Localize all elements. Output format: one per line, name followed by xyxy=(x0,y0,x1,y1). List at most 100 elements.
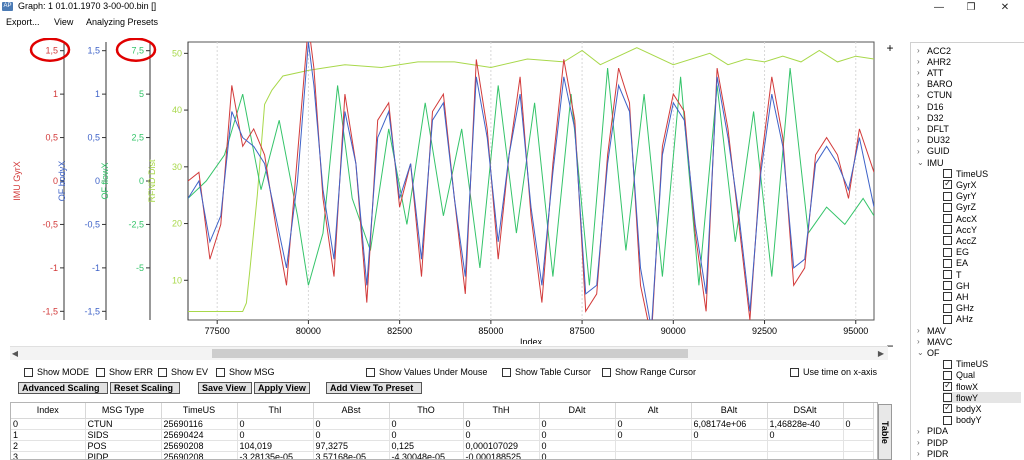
field-checkbox[interactable] xyxy=(943,202,952,212)
chevron-right-icon[interactable]: › xyxy=(917,113,920,123)
table-cell[interactable]: 97,3275 xyxy=(313,440,390,452)
tree-group-d32[interactable]: › D32 xyxy=(917,112,944,123)
table-row[interactable]: 3 PIDP 25690208 -3,28135e-05 3,57168e-05 -4,3… xyxy=(11,451,874,459)
table-cell[interactable]: 25690208 xyxy=(161,451,238,459)
tree-field-ah[interactable]: AH xyxy=(943,291,1021,302)
show-range-cursor-option[interactable]: Show Range Cursor xyxy=(602,366,696,378)
table-cell[interactable]: -0,000188525 xyxy=(463,451,540,459)
field-checkbox[interactable] xyxy=(943,247,952,257)
tree-field-gyrz[interactable]: GyrZ xyxy=(943,202,1021,213)
tree-field-t[interactable]: T xyxy=(943,269,1021,280)
table-cell[interactable]: 0 xyxy=(615,429,692,441)
column-header[interactable]: ThI xyxy=(237,403,314,419)
field-checkbox[interactable] xyxy=(943,415,952,425)
show-err-checkbox[interactable] xyxy=(96,367,105,377)
scrollbar-thumb[interactable] xyxy=(212,349,688,358)
chevron-down-icon[interactable]: ⌄ xyxy=(917,348,924,358)
field-checkbox[interactable] xyxy=(943,281,952,291)
minimize-button[interactable]: — xyxy=(924,0,954,14)
tree-group-dflt[interactable]: › DFLT xyxy=(917,123,949,134)
table-cell[interactable] xyxy=(691,451,768,459)
tree-field-accz[interactable]: AccZ xyxy=(943,235,1021,246)
table-cell[interactable]: 1,46828e-40 xyxy=(767,418,844,430)
chevron-right-icon[interactable]: › xyxy=(917,337,920,347)
tree-group-acc2[interactable]: › ACC2 xyxy=(917,45,951,56)
table-row[interactable]: 1 SIDS 25690424 0 0 0 0 0 0 0 0 xyxy=(11,429,874,441)
table-cell[interactable] xyxy=(615,440,692,452)
tree-group-mav[interactable]: › MAV xyxy=(917,325,946,336)
field-checkbox[interactable] xyxy=(943,402,952,414)
table-cell[interactable]: 0,000107029 xyxy=(463,440,540,452)
scroll-right-icon[interactable]: ▶ xyxy=(877,349,885,358)
table-cell[interactable] xyxy=(843,429,874,441)
table-cell[interactable]: 104,019 xyxy=(237,440,314,452)
table-cell[interactable]: POS xyxy=(85,440,162,452)
chevron-right-icon[interactable]: › xyxy=(917,449,920,459)
table-cell[interactable]: 0 xyxy=(615,418,692,430)
chevron-right-icon[interactable]: › xyxy=(917,79,920,89)
field-checkbox[interactable] xyxy=(943,236,952,246)
table-cell[interactable]: 25690208 xyxy=(161,440,238,452)
chevron-down-icon[interactable]: ⌄ xyxy=(917,158,924,167)
table-cell[interactable]: 2 xyxy=(11,440,86,452)
table-cell[interactable]: 1 xyxy=(11,429,86,441)
tree-field-gyrx[interactable]: GyrX xyxy=(943,178,1021,190)
apply-view-button[interactable]: Apply View xyxy=(254,382,310,394)
tree-group-d16[interactable]: › D16 xyxy=(917,101,944,112)
table-cell[interactable]: 0 xyxy=(539,440,616,452)
table-cell[interactable]: 0 xyxy=(767,429,844,441)
zoom-in-button[interactable]: + xyxy=(886,41,894,55)
tree-field-qual[interactable]: Qual xyxy=(943,370,1021,381)
tree-group-mavc[interactable]: › MAVC xyxy=(917,336,952,347)
tree-group-of[interactable]: ⌄ OF xyxy=(917,347,940,358)
tree-field-accy[interactable]: AccY xyxy=(943,224,1021,235)
chevron-right-icon[interactable]: › xyxy=(917,124,920,134)
chevron-right-icon[interactable]: › xyxy=(917,146,920,156)
chevron-right-icon[interactable]: › xyxy=(917,326,920,335)
table-cell[interactable]: 0 xyxy=(237,418,314,430)
tree-group-pidr[interactable]: › PIDR xyxy=(917,448,949,459)
table-cell[interactable]: CTUN xyxy=(85,418,162,430)
show-values-option[interactable]: Show Values Under Mouse xyxy=(366,366,487,378)
table-cell[interactable]: 0 xyxy=(389,418,464,430)
tree-group-pidp[interactable]: › PIDP xyxy=(917,437,948,448)
tree-field-flowy[interactable]: flowY xyxy=(943,392,1021,404)
table-cell[interactable] xyxy=(843,451,874,459)
column-header[interactable]: DAlt xyxy=(539,403,616,419)
reset-scaling-button[interactable]: Reset Scaling xyxy=(110,382,180,394)
tree-field-ahz[interactable]: AHz xyxy=(943,314,1021,325)
show-range-cursor-checkbox[interactable] xyxy=(602,367,611,377)
column-header[interactable]: ThO xyxy=(389,403,464,419)
tree-field-bodyx[interactable]: bodyX xyxy=(943,402,1021,414)
show-ev-option[interactable]: Show EV xyxy=(158,366,208,378)
show-table-cursor-checkbox[interactable] xyxy=(502,367,511,377)
table-cell[interactable] xyxy=(691,440,768,452)
column-header[interactable]: Index xyxy=(11,403,86,419)
column-header[interactable]: MSG Type xyxy=(85,403,162,419)
save-view-button[interactable]: Save View xyxy=(198,382,252,394)
line-chart[interactable]: 77500 80000 82500 85000 87500 90000 92500 95000… xyxy=(10,37,896,347)
table-row[interactable]: 0 CTUN 25690116 0 0 0 0 0 0 6,08174e+06 1,46828e-4… xyxy=(11,418,874,430)
field-checkbox[interactable] xyxy=(943,191,952,201)
use-time-checkbox[interactable] xyxy=(790,367,799,377)
table-cell[interactable] xyxy=(615,451,692,459)
table-cell[interactable]: 25690116 xyxy=(161,418,238,430)
table-cell[interactable]: 25690424 xyxy=(161,429,238,441)
field-checkbox[interactable] xyxy=(943,303,952,313)
tree-field-timeus[interactable]: TimeUS xyxy=(943,168,1021,179)
scroll-left-icon[interactable]: ◀ xyxy=(11,349,19,358)
show-mode-checkbox[interactable] xyxy=(24,367,33,377)
chart-horizontal-scrollbar[interactable]: ◀ ▶ xyxy=(10,346,888,360)
tree-field-gyry[interactable]: GyrY xyxy=(943,191,1021,202)
column-header[interactable]: Alt xyxy=(615,403,692,419)
table-row[interactable]: 2 POS 25690208 104,019 97,3275 0,125 0,0001070… xyxy=(11,440,874,452)
table-cell[interactable]: -3,28135e-05 xyxy=(237,451,314,459)
field-checkbox[interactable] xyxy=(943,292,952,302)
table-cell[interactable]: -4,30048e-05 xyxy=(389,451,464,459)
tree-field-eg[interactable]: EG xyxy=(943,247,1021,258)
maximize-button[interactable]: ❐ xyxy=(956,0,986,14)
chevron-right-icon[interactable]: › xyxy=(917,438,920,447)
chevron-right-icon[interactable]: › xyxy=(917,57,920,67)
tree-field-accx[interactable]: AccX xyxy=(943,213,1021,224)
column-header[interactable]: ThH xyxy=(463,403,540,419)
